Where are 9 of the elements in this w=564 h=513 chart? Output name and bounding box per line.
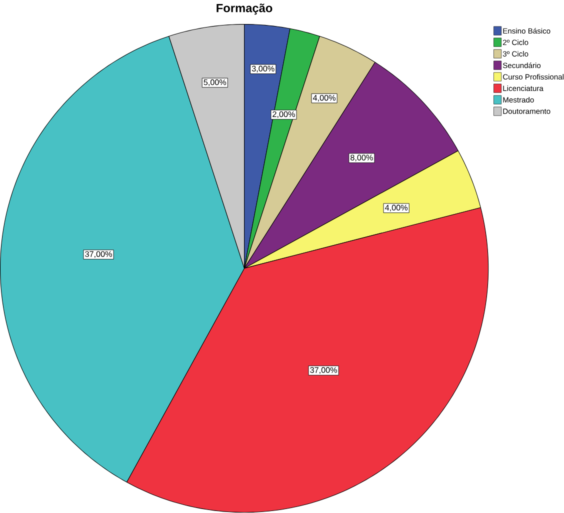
data-label: 4,00% [385, 204, 408, 212]
data-label: 2,00% [272, 112, 295, 118]
data-label: 5,00% [204, 80, 226, 86]
data-label: 37,00% [85, 251, 112, 258]
data-label: 4,00% [312, 95, 336, 102]
data-label: 37,00% [310, 367, 338, 374]
chart-title: Formação [216, 4, 272, 15]
data-label: 8,00% [350, 154, 373, 162]
data-label: 3,00% [252, 66, 274, 73]
